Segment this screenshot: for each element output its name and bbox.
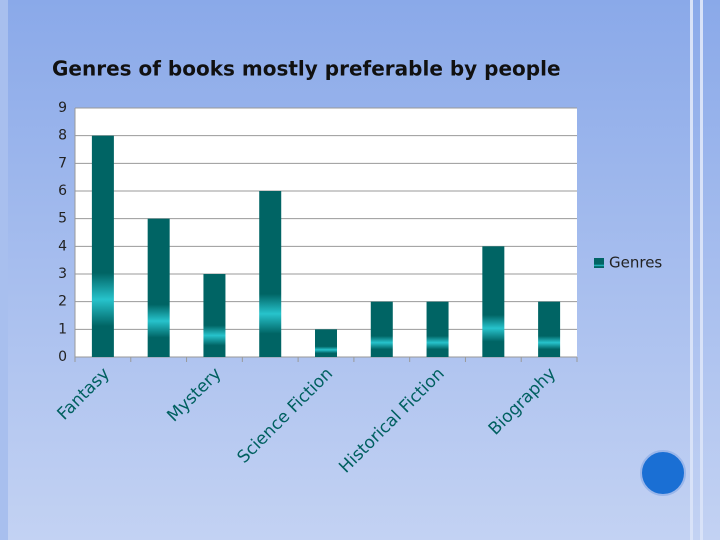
- right-border: [690, 0, 693, 540]
- y-tick-label: 4: [58, 238, 67, 254]
- y-tick-label: 3: [58, 266, 67, 282]
- legend-swatch: [594, 258, 604, 268]
- bar: [482, 246, 505, 357]
- left-border: [0, 0, 8, 540]
- y-tick-label: 9: [58, 100, 67, 116]
- bar: [538, 301, 561, 357]
- bar: [91, 135, 114, 357]
- y-tick-label: 2: [58, 294, 67, 310]
- y-tick-label: 5: [58, 211, 67, 227]
- y-tick-label: 7: [58, 155, 67, 171]
- y-tick-label: 6: [58, 183, 67, 199]
- bar: [147, 218, 170, 357]
- bar: [315, 329, 337, 357]
- right-border: [700, 0, 703, 540]
- bar: [203, 274, 226, 357]
- chart-title: Genres of books mostly preferable by peo…: [52, 57, 561, 81]
- bar: [426, 301, 449, 357]
- legend-label: Genres: [609, 254, 662, 272]
- bar: [259, 191, 282, 357]
- y-tick-label: 8: [58, 128, 67, 144]
- y-tick-label: 1: [58, 321, 67, 337]
- y-tick-label: 0: [58, 349, 67, 365]
- bar: [370, 301, 393, 357]
- decor-circle: [640, 450, 686, 496]
